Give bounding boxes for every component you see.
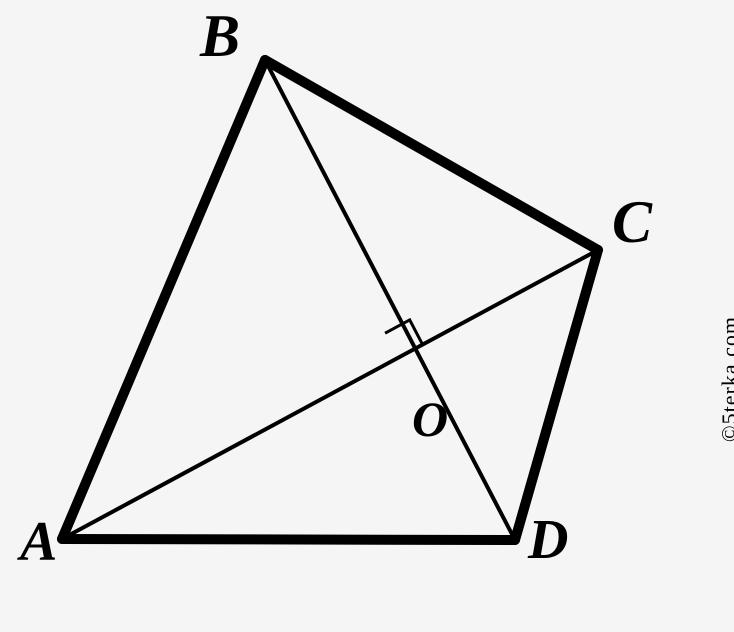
edge-da (62, 539, 515, 540)
label-a: A (20, 510, 57, 574)
right-angle-square (385, 320, 423, 345)
right-angle-marker (385, 320, 423, 345)
label-b: B (200, 2, 240, 71)
geometry-canvas (0, 0, 734, 632)
label-c: C (612, 188, 652, 257)
edge-ab (62, 60, 265, 539)
label-d: D (528, 508, 568, 572)
edges-group (62, 60, 598, 540)
edge-cd (515, 250, 598, 540)
diagonals-group (62, 60, 598, 540)
watermark-text: ©5terka.com (717, 316, 734, 442)
label-o: O (412, 390, 448, 448)
diagonal-ac (62, 250, 598, 539)
